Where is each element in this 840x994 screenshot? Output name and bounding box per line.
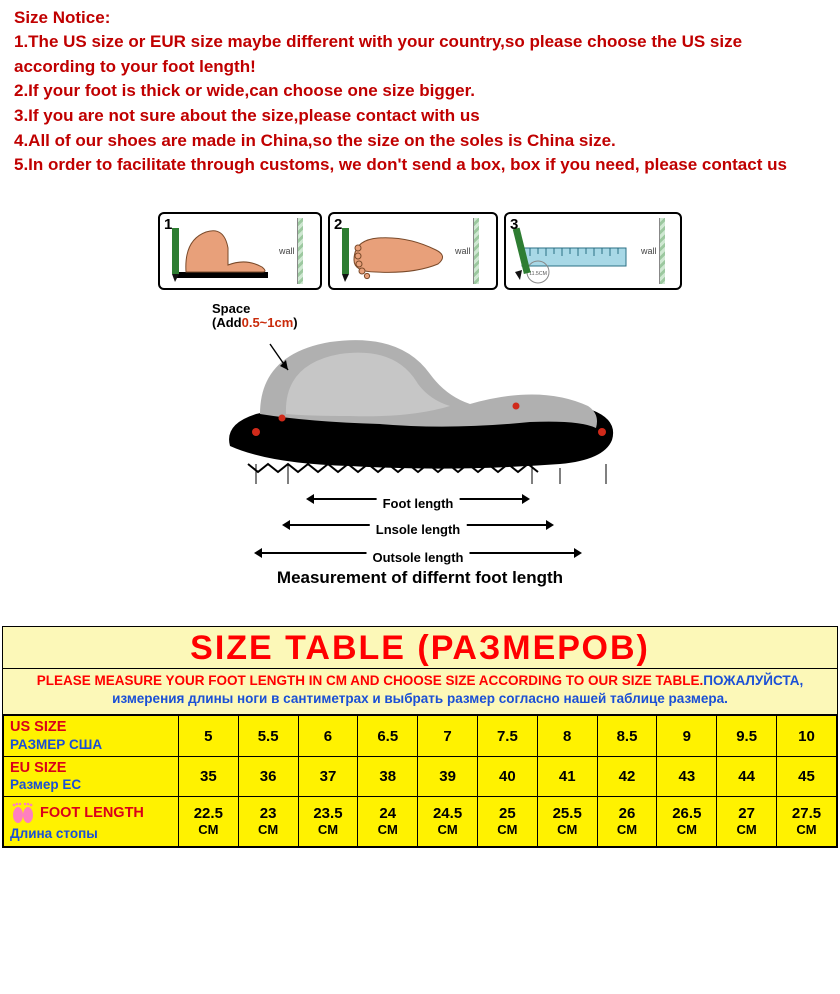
size-cell: 39 xyxy=(418,756,478,797)
measure-label: Foot length xyxy=(377,496,460,511)
ruler-value: 11.5CM xyxy=(529,271,547,277)
size-cell: 26.5CM xyxy=(657,797,717,846)
row-label: US SIZEРАЗМЕР США xyxy=(4,716,179,757)
measure-arrow: Outsole length xyxy=(254,544,582,562)
row-label: FOOT LENGTHДлина стопы xyxy=(4,797,179,846)
size-cell: 22.5CM xyxy=(178,797,238,846)
size-cell: 38 xyxy=(358,756,418,797)
foot-top-icon xyxy=(336,220,452,284)
step-2: 2 wall xyxy=(328,212,498,290)
wall-hatch-icon xyxy=(297,218,303,284)
size-notice: Size Notice: 1.The US size or EUR size m… xyxy=(0,0,840,192)
notice-title: Size Notice: xyxy=(14,8,826,28)
size-row: FOOT LENGTHДлина стопы22.5CM23CM23.5CM24… xyxy=(4,797,837,846)
wall-label: wall xyxy=(641,246,657,256)
size-cell: 6.5 xyxy=(358,716,418,757)
size-cell: 40 xyxy=(477,756,537,797)
size-cell: 7 xyxy=(418,716,478,757)
size-row: US SIZEРАЗМЕР США55.566.577.588.599.510 xyxy=(4,716,837,757)
ruler-icon: 11.5CM xyxy=(512,220,638,284)
measure-arrow: Foot length xyxy=(306,490,530,508)
size-grid: US SIZEРАЗМЕР США55.566.577.588.599.510E… xyxy=(3,715,837,846)
size-cell: 26CM xyxy=(597,797,657,846)
size-row: EU SIZEРазмер ЕС3536373839404142434445 xyxy=(4,756,837,797)
shoe-svg xyxy=(200,314,640,484)
wall-hatch-icon xyxy=(473,218,479,284)
size-cell: 35 xyxy=(178,756,238,797)
size-cell: 5.5 xyxy=(238,716,298,757)
size-cell: 9 xyxy=(657,716,717,757)
measure-arrow: Lnsole length xyxy=(282,516,554,534)
size-cell: 36 xyxy=(238,756,298,797)
foot-side-icon xyxy=(166,220,276,284)
size-cell: 44 xyxy=(717,756,777,797)
size-cell: 25.5CM xyxy=(537,797,597,846)
size-cell: 42 xyxy=(597,756,657,797)
feet-icon xyxy=(10,800,36,826)
size-cell: 23CM xyxy=(238,797,298,846)
measurement-diagram: 1 wall 2 xyxy=(0,192,840,626)
notice-line: 5.In order to facilitate through customs… xyxy=(14,153,826,178)
size-cell: 8.5 xyxy=(597,716,657,757)
notice-line: 3.If you are not sure about the size,ple… xyxy=(14,104,826,129)
size-cell: 27CM xyxy=(717,797,777,846)
size-cell: 23.5CM xyxy=(298,797,358,846)
size-cell: 43 xyxy=(657,756,717,797)
size-table-instruction: PLEASE MEASURE YOUR FOOT LENGTH IN CM AN… xyxy=(3,669,837,715)
size-table-header: SIZE TABLE (РАЗМЕРОВ) xyxy=(3,627,837,669)
size-table: SIZE TABLE (РАЗМЕРОВ) PLEASE MEASURE YOU… xyxy=(2,626,838,848)
size-cell: 24CM xyxy=(358,797,418,846)
notice-line: 2.If your foot is thick or wide,can choo… xyxy=(14,79,826,104)
notice-items: 1.The US size or EUR size maybe differen… xyxy=(14,30,826,178)
size-cell: 6 xyxy=(298,716,358,757)
size-cell: 25CM xyxy=(477,797,537,846)
step-number: 1 xyxy=(164,216,172,233)
size-cell: 7.5 xyxy=(477,716,537,757)
step-number: 2 xyxy=(334,216,342,233)
size-cell: 24.5CM xyxy=(418,797,478,846)
measure-label: Outsole length xyxy=(367,550,470,565)
diagram-caption: Measurement of differnt foot length xyxy=(140,568,700,616)
instruction-en: PLEASE MEASURE YOUR FOOT LENGTH IN CM AN… xyxy=(37,673,704,688)
size-cell: 5 xyxy=(178,716,238,757)
size-cell: 37 xyxy=(298,756,358,797)
wall-hatch-icon xyxy=(659,218,665,284)
notice-line: 4.All of our shoes are made in China,so … xyxy=(14,129,826,154)
step-number: 3 xyxy=(510,216,518,233)
wall-label: wall xyxy=(279,246,295,256)
measure-label: Lnsole length xyxy=(370,522,467,537)
shoe-length-diagram: Space (Add0.5~1cm) xyxy=(200,302,640,562)
notice-line: 1.The US size or EUR size maybe differen… xyxy=(14,30,826,79)
measurement-steps: 1 wall 2 xyxy=(140,212,700,290)
size-cell: 27.5CM xyxy=(777,797,837,846)
size-cell: 41 xyxy=(537,756,597,797)
step-1: 1 wall xyxy=(158,212,322,290)
size-cell: 8 xyxy=(537,716,597,757)
row-label: EU SIZEРазмер ЕС xyxy=(4,756,179,797)
size-cell: 10 xyxy=(777,716,837,757)
size-cell: 45 xyxy=(777,756,837,797)
step-3: 3 11.5CM wall xyxy=(504,212,682,290)
wall-label: wall xyxy=(455,246,471,256)
size-cell: 9.5 xyxy=(717,716,777,757)
